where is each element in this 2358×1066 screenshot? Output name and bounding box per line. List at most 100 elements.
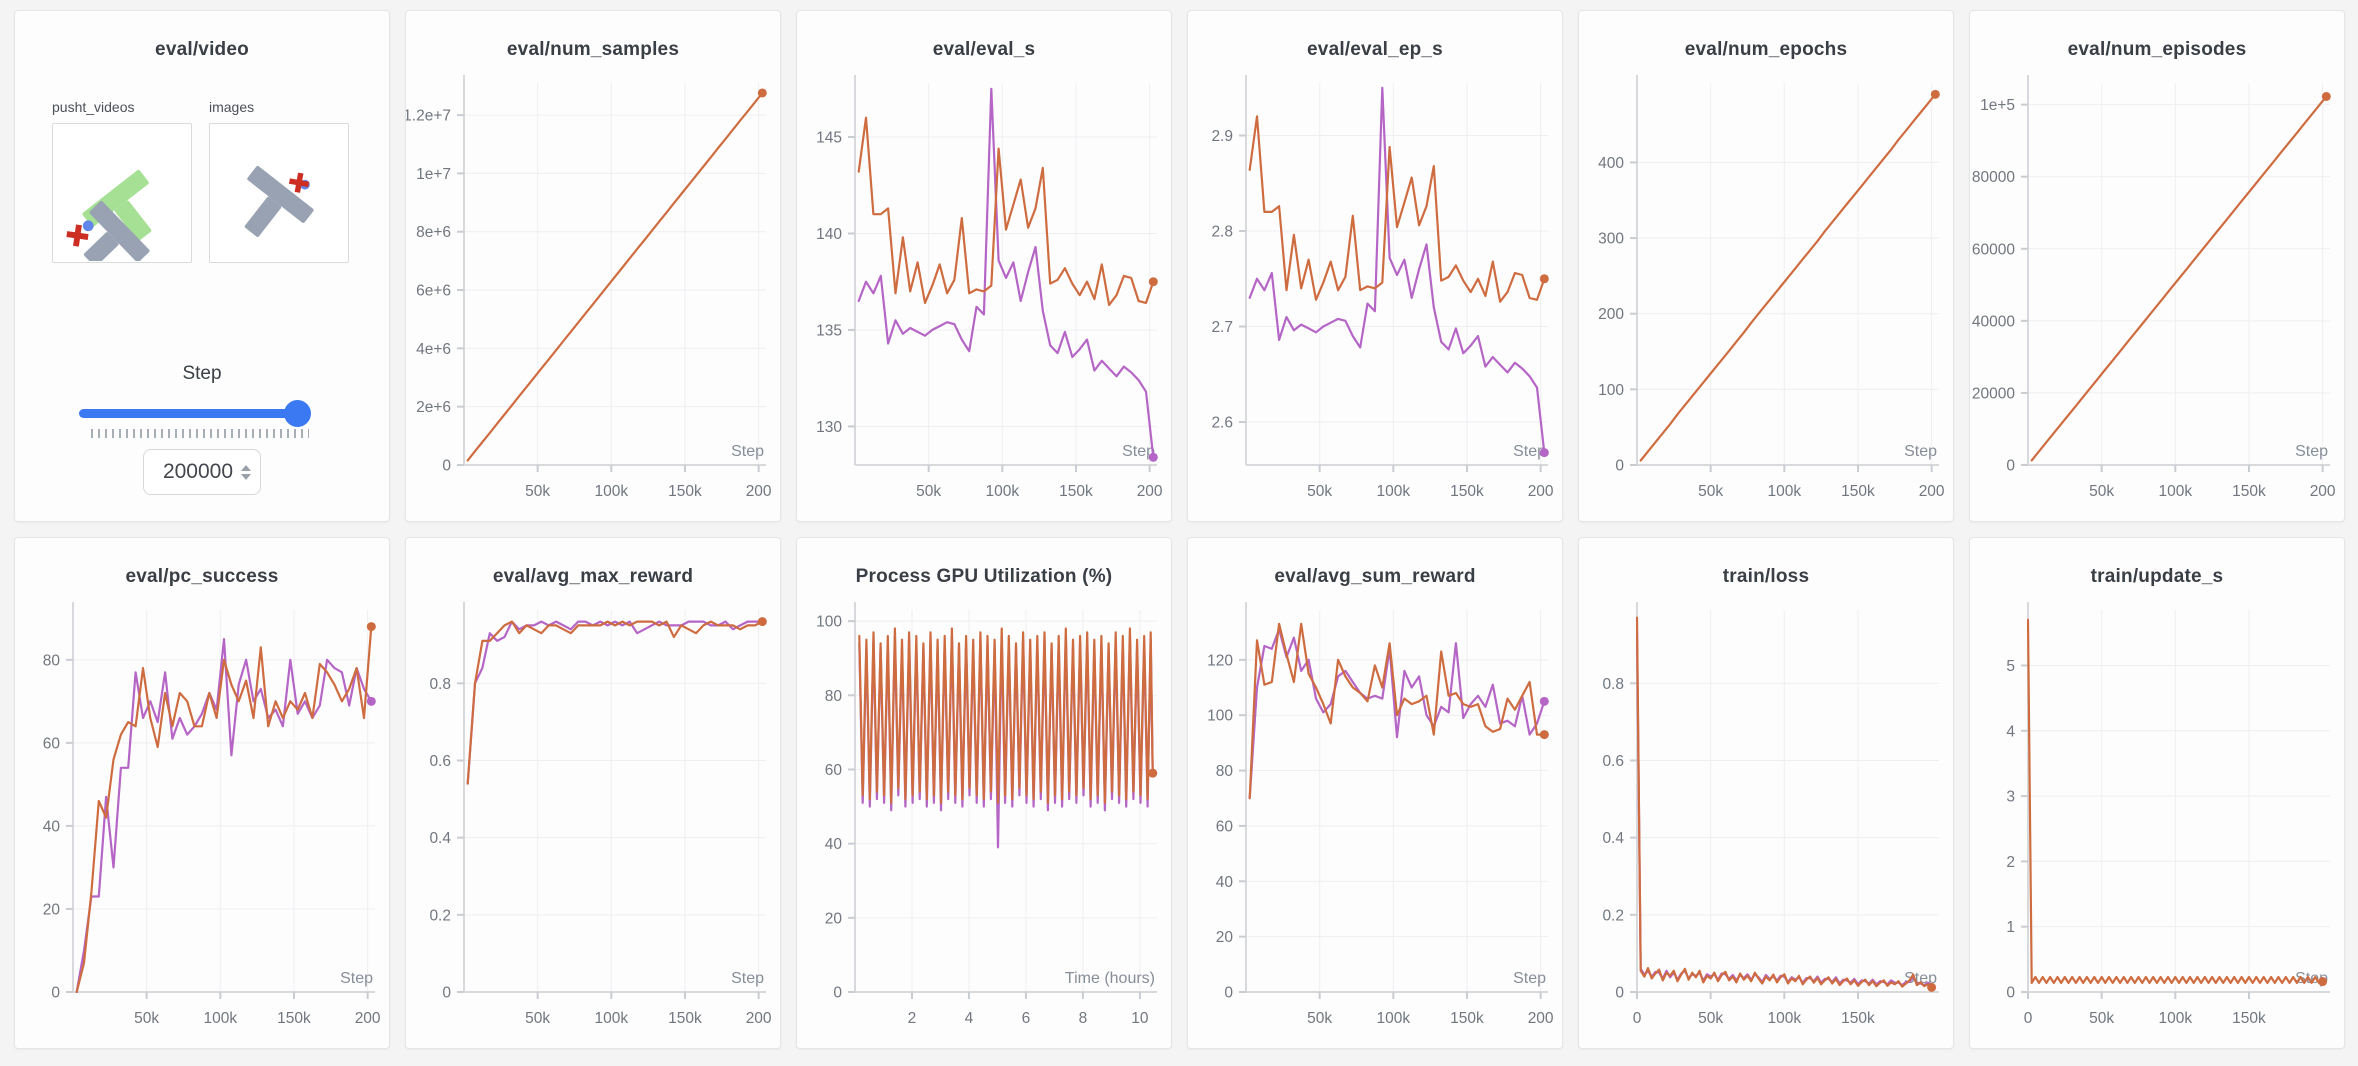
svg-text:2.9: 2.9: [1211, 128, 1233, 145]
svg-text:8: 8: [1079, 1010, 1088, 1027]
svg-text:200: 200: [1137, 483, 1163, 500]
chart-canvas-gpu-utilization[interactable]: 0 20 40 60 80 100 2 4 6 8 10 Time (hours): [797, 600, 1171, 1048]
svg-text:4: 4: [965, 1010, 974, 1027]
panel-title: eval/eval_ep_s: [1307, 39, 1443, 60]
step-slider-label: Step: [182, 363, 222, 384]
panel-title: eval/avg_max_reward: [492, 566, 694, 587]
svg-text:60: 60: [43, 735, 61, 752]
svg-text:0: 0: [1615, 458, 1624, 475]
svg-text:100k: 100k: [595, 483, 629, 500]
chart-canvas-eval-avg-max-reward[interactable]: 0 0.2 0.4 0.6 0.8 50k 100k 150k 200 Step: [406, 600, 780, 1048]
svg-text:8e+6: 8e+6: [416, 224, 451, 241]
svg-text:0: 0: [442, 458, 451, 475]
svg-text:0.4: 0.4: [1602, 830, 1624, 847]
svg-text:60: 60: [825, 762, 843, 779]
panel-eval-eval-ep-s: eval/eval_ep_s 2.6 2.7 2.8 2.9 50k 100k 150k 20…: [1187, 10, 1563, 522]
chevron-up-icon[interactable]: [241, 464, 252, 471]
panel-eval-avg-sum-reward: eval/avg_sum_reward 0 20 40 60 80 100 120 50k 10…: [1187, 537, 1563, 1049]
chart-canvas-eval-num-samples[interactable]: 0 2e+6 4e+6 6e+6 8e+6 1e+7 1.2e+7 50k 100k 150k 20…: [406, 73, 780, 521]
panel-title: eval/num_samples: [506, 39, 680, 60]
chart-canvas-eval-num-episodes[interactable]: 0 20000 40000 60000 80000 1e+5 50k 100k 150k 200 S…: [1970, 73, 2344, 521]
svg-text:1e+7: 1e+7: [416, 166, 451, 183]
panel-eval-pc-success: eval/pc_success 0 20 40 60 80 50k 100k 150k 200 S…: [14, 537, 390, 1049]
panel-title: train/loss: [1722, 566, 1810, 587]
svg-text:50k: 50k: [1698, 1010, 1723, 1027]
panel-title: Process GPU Utilization (%): [855, 566, 1113, 587]
svg-text:200: 200: [1919, 483, 1945, 500]
svg-text:150k: 150k: [1841, 1010, 1875, 1027]
svg-text:20: 20: [43, 901, 61, 918]
svg-text:80000: 80000: [1972, 169, 2015, 186]
chart-canvas-eval-avg-sum-reward[interactable]: 0 20 40 60 80 100 120 50k 100k 150k 200 Step: [1188, 600, 1562, 1048]
svg-text:150k: 150k: [1841, 483, 1875, 500]
chart-canvas-eval-eval-s[interactable]: 130 135 140 145 50k 100k 150k 200 Step: [797, 73, 1171, 521]
video-thumbnail-pusht[interactable]: [52, 123, 192, 267]
svg-text:0: 0: [1615, 985, 1624, 1002]
chevron-down-icon[interactable]: [241, 473, 252, 480]
svg-text:100k: 100k: [1377, 483, 1411, 500]
svg-text:400: 400: [1598, 155, 1624, 172]
svg-text:2e+6: 2e+6: [416, 399, 451, 416]
svg-text:80: 80: [825, 688, 843, 705]
step-stepper[interactable]: [241, 464, 252, 480]
panel-title: eval/eval_s: [932, 39, 1036, 60]
chart-canvas-eval-num-epochs[interactable]: 0 100 200 300 400 50k 100k 150k 200 Step: [1579, 73, 1953, 521]
svg-text:4: 4: [2006, 723, 2015, 740]
svg-text:6e+6: 6e+6: [416, 283, 451, 300]
svg-text:0: 0: [1224, 985, 1233, 1002]
video-thumb-label-pusht-videos: pusht_videos: [52, 99, 135, 115]
svg-text:Time (hours): Time (hours): [1065, 970, 1155, 987]
svg-text:100k: 100k: [1768, 1010, 1802, 1027]
step-slider-handle[interactable]: [284, 400, 311, 427]
step-value-input[interactable]: 200000: [143, 449, 261, 495]
svg-text:Step: Step: [731, 443, 764, 460]
step-slider[interactable]: [79, 400, 311, 427]
svg-text:50k: 50k: [1307, 1010, 1332, 1027]
svg-text:150k: 150k: [277, 1010, 311, 1027]
svg-text:50k: 50k: [525, 483, 550, 500]
svg-text:100k: 100k: [595, 1010, 629, 1027]
svg-text:100: 100: [816, 614, 842, 631]
svg-text:150k: 150k: [668, 483, 702, 500]
svg-text:20: 20: [825, 910, 843, 927]
pusht-scene-image: [66, 169, 152, 267]
svg-text:0.8: 0.8: [429, 676, 451, 693]
panel-train-update-s: train/update_s 0 1 2 3 4 5 0 50k 100k 150k Step: [1969, 537, 2345, 1049]
svg-text:20: 20: [1216, 929, 1234, 946]
svg-text:100k: 100k: [1377, 1010, 1411, 1027]
panel-eval-num-epochs: eval/num_epochs 0 100 200 300 400 50k 100k 150k…: [1578, 10, 1954, 522]
svg-text:150k: 150k: [2232, 1010, 2266, 1027]
chart-canvas-eval-pc-success[interactable]: 0 20 40 60 80 50k 100k 150k 200 Step: [15, 600, 389, 1048]
svg-text:100: 100: [1207, 708, 1233, 725]
step-value: 200000: [162, 460, 234, 483]
svg-text:60000: 60000: [1972, 241, 2015, 258]
svg-text:0: 0: [833, 985, 842, 1002]
svg-text:200: 200: [355, 1010, 381, 1027]
svg-text:150k: 150k: [1450, 1010, 1484, 1027]
svg-text:Step: Step: [1513, 970, 1546, 987]
svg-text:Step: Step: [340, 970, 373, 987]
chart-canvas-eval-eval-ep-s[interactable]: 2.6 2.7 2.8 2.9 50k 100k 150k 200 Step: [1188, 73, 1562, 521]
panel-eval-num-samples: eval/num_samples 0 2e+6 4e+6 6e+6 8e+6 1e+7 1.…: [405, 10, 781, 522]
panel-gpu-utilization: Process GPU Utilization (%) 0 20 40 60 80 100…: [796, 537, 1172, 1049]
svg-text:2.6: 2.6: [1211, 415, 1233, 432]
svg-text:50k: 50k: [1698, 483, 1723, 500]
step-slider-track[interactable]: [79, 409, 307, 418]
svg-text:80: 80: [43, 652, 61, 669]
chart-canvas-train-update-s[interactable]: 0 1 2 3 4 5 0 50k 100k 150k Step: [1970, 600, 2344, 1048]
svg-text:100k: 100k: [2159, 1010, 2193, 1027]
chart-canvas-train-loss[interactable]: 0 0.2 0.4 0.6 0.8 0 50k 100k 150k Step: [1579, 600, 1953, 1048]
svg-text:6: 6: [1022, 1010, 1031, 1027]
svg-text:145: 145: [816, 130, 842, 147]
svg-text:2.7: 2.7: [1211, 319, 1233, 336]
video-thumbnail-images[interactable]: [209, 123, 349, 263]
svg-text:2: 2: [908, 1010, 917, 1027]
svg-text:1.2e+7: 1.2e+7: [406, 108, 451, 125]
images-scene-image: [244, 166, 314, 237]
svg-text:Step: Step: [1513, 443, 1546, 460]
svg-text:50k: 50k: [1307, 483, 1332, 500]
svg-text:200: 200: [746, 1010, 772, 1027]
svg-text:0.2: 0.2: [429, 907, 451, 924]
svg-text:0.2: 0.2: [1602, 907, 1624, 924]
